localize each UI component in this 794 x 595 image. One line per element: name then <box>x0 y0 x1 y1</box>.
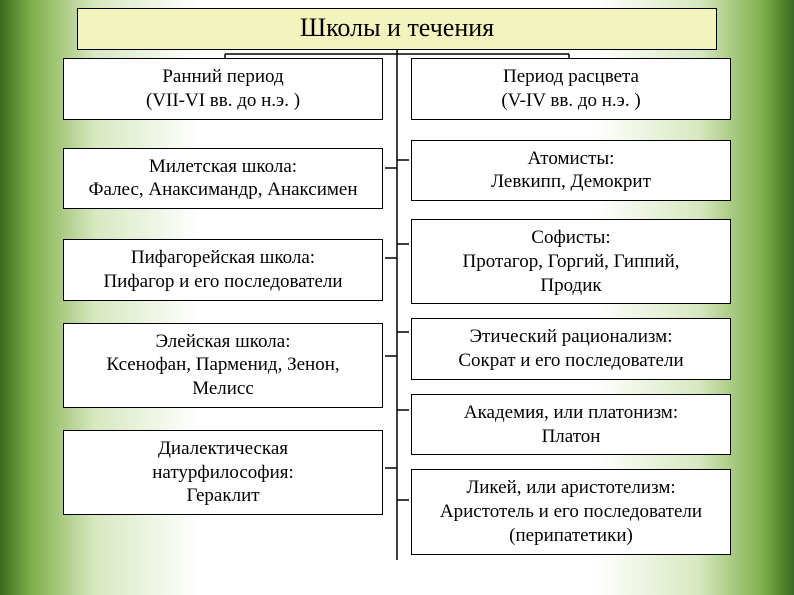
right-item-2-line1: Этический рационализм: <box>422 325 720 349</box>
right-column: Период расцвета (V-IV вв. до н.э. ) Атом… <box>411 58 731 555</box>
left-item-2-line3: Мелисс <box>74 377 372 401</box>
right-item-2: Этический рационализм: Сократ и его посл… <box>411 318 731 380</box>
left-header-box: Ранний период (VII-VI вв. до н.э. ) <box>63 58 383 120</box>
right-item-2-line2: Сократ и его последователи <box>422 349 720 373</box>
right-item-4-line3: (перипатетики) <box>422 524 720 548</box>
left-item-2: Элейская школа: Ксенофан, Парменид, Зено… <box>63 323 383 408</box>
right-item-3-line1: Академия, или платонизм: <box>422 401 720 425</box>
left-header-line2: (VII-VI вв. до н.э. ) <box>74 89 372 113</box>
left-item-0-line2: Фалес, Анаксимандр, Анаксимен <box>74 178 372 202</box>
right-item-1-line2: Протагор, Горгий, Гиппий, <box>422 250 720 274</box>
left-item-1-line1: Пифагорейская школа: <box>74 246 372 270</box>
left-item-3-line3: Гераклит <box>74 484 372 508</box>
right-header-box: Период расцвета (V-IV вв. до н.э. ) <box>411 58 731 120</box>
columns-wrapper: Ранний период (VII-VI вв. до н.э. ) Миле… <box>20 58 774 555</box>
content-wrapper: Школы и течения Ранний период (VII-VI вв… <box>0 0 794 595</box>
right-item-0-line1: Атомисты: <box>422 147 720 171</box>
left-item-1: Пифагорейская школа: Пифагор и его после… <box>63 239 383 301</box>
title-text: Школы и течения <box>300 13 494 42</box>
left-item-3-line1: Диалектическая <box>74 437 372 461</box>
right-item-4-line1: Ликей, или аристотелизм: <box>422 476 720 500</box>
right-header-line1: Период расцвета <box>422 65 720 89</box>
left-item-0: Милетская школа: Фалес, Анаксимандр, Ана… <box>63 148 383 210</box>
left-header-line1: Ранний период <box>74 65 372 89</box>
right-item-3-line2: Платон <box>422 425 720 449</box>
left-item-1-line2: Пифагор и его последователи <box>74 270 372 294</box>
left-item-0-line1: Милетская школа: <box>74 155 372 179</box>
right-item-3: Академия, или платонизм: Платон <box>411 394 731 456</box>
right-header-line2: (V-IV вв. до н.э. ) <box>422 89 720 113</box>
right-item-0-line2: Левкипп, Демокрит <box>422 170 720 194</box>
right-item-4: Ликей, или аристотелизм: Аристотель и ег… <box>411 469 731 554</box>
left-item-3-line2: натурфилософия: <box>74 461 372 485</box>
right-item-1-line1: Софисты: <box>422 226 720 250</box>
diagram-title: Школы и течения <box>77 8 717 50</box>
right-item-0: Атомисты: Левкипп, Демокрит <box>411 140 731 202</box>
left-column: Ранний период (VII-VI вв. до н.э. ) Миле… <box>63 58 383 555</box>
right-item-4-line2: Аристотель и его последователи <box>422 500 720 524</box>
right-item-1-line3: Продик <box>422 274 720 298</box>
left-item-2-line1: Элейская школа: <box>74 330 372 354</box>
right-item-1: Софисты: Протагор, Горгий, Гиппий, Проди… <box>411 219 731 304</box>
left-item-2-line2: Ксенофан, Парменид, Зенон, <box>74 353 372 377</box>
left-item-3: Диалектическая натурфилософия: Гераклит <box>63 430 383 515</box>
